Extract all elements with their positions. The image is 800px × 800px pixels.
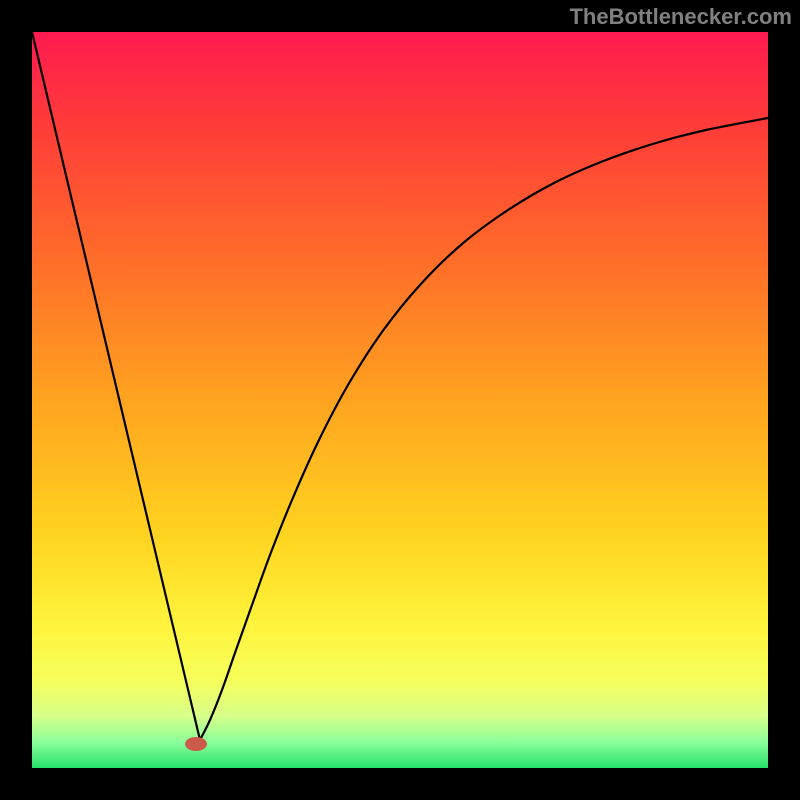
chart-canvas (0, 0, 800, 800)
watermark-text: TheBottlenecker.com (569, 4, 792, 30)
chart-frame: TheBottlenecker.com (0, 0, 800, 800)
min-marker (185, 737, 207, 751)
